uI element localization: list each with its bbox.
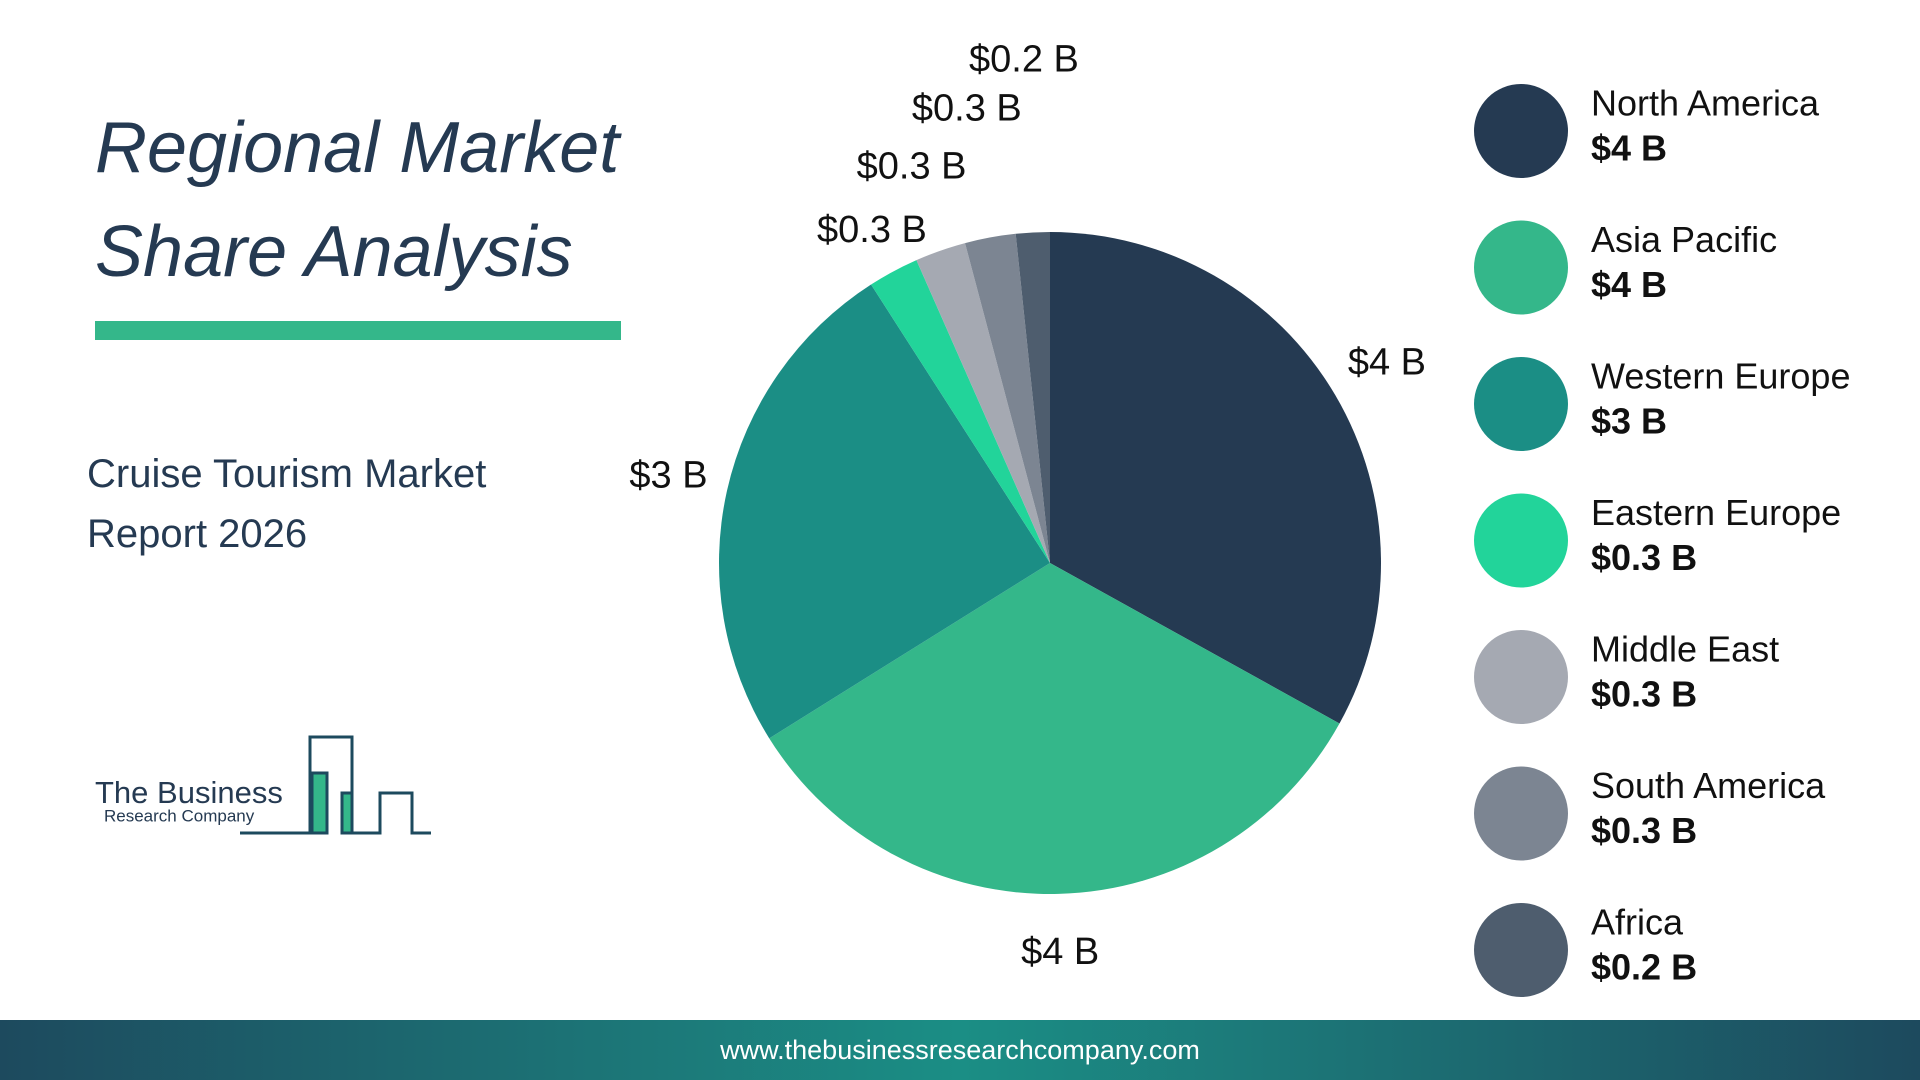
legend-value: $0.3 B — [1591, 537, 1697, 578]
pie-slice — [965, 233, 1050, 563]
legend-label: North America — [1591, 83, 1820, 124]
legend-label: Africa — [1591, 902, 1684, 943]
legend-value: $0.2 B — [1591, 947, 1697, 988]
data-label: $4 B — [1021, 931, 1099, 973]
legend-label: Western Europe — [1591, 356, 1850, 397]
legend-value: $4 B — [1591, 128, 1667, 169]
legend-swatch — [1474, 493, 1568, 588]
legend-value: $3 B — [1591, 401, 1667, 442]
pie-slice — [871, 260, 1050, 563]
legend-swatch — [1474, 766, 1568, 861]
legend-swatch — [1474, 84, 1568, 178]
logo — [240, 735, 431, 835]
data-label: $0.3 B — [857, 146, 967, 188]
legend-label: Middle East — [1591, 629, 1779, 670]
legend-swatch — [1474, 903, 1568, 997]
data-label: $0.3 B — [912, 88, 1022, 130]
legend-swatch — [1474, 630, 1568, 724]
chart: The Business Research Company $4 B $4 B $3… — [95, 39, 1850, 997]
footer: www.thebusinessresearchcompany.com — [0, 1020, 1920, 1080]
legend-value: $0.3 B — [1591, 674, 1697, 715]
data-label: $0.2 B — [969, 39, 1079, 81]
legend-label: Asia Pacific — [1591, 219, 1777, 260]
pie-slice — [719, 284, 1050, 739]
chart-title: Regional Market Share Analysis — [95, 108, 620, 292]
legend-label: South America — [1591, 765, 1826, 806]
data-label: $3 B — [629, 454, 707, 496]
legend-value: $0.3 B — [1591, 810, 1697, 851]
logo-text: The Business — [95, 775, 283, 810]
legend-swatch — [1474, 357, 1568, 451]
pie-slice — [1050, 232, 1382, 724]
legend-swatch — [1474, 220, 1568, 315]
pie-slice — [1015, 232, 1050, 563]
chart-subtitle: Cruise Tourism Market Report 2026 — [87, 452, 487, 556]
legend-label: Eastern Europe — [1591, 492, 1841, 533]
pie-slice — [916, 243, 1050, 564]
logo-subtext: Research Company — [104, 806, 255, 825]
data-label: $0.3 B — [817, 209, 927, 251]
legend-value: $4 B — [1591, 264, 1667, 305]
data-label: $4 B — [1348, 342, 1426, 384]
pie-slice — [769, 563, 1340, 894]
title-underline — [95, 321, 621, 340]
